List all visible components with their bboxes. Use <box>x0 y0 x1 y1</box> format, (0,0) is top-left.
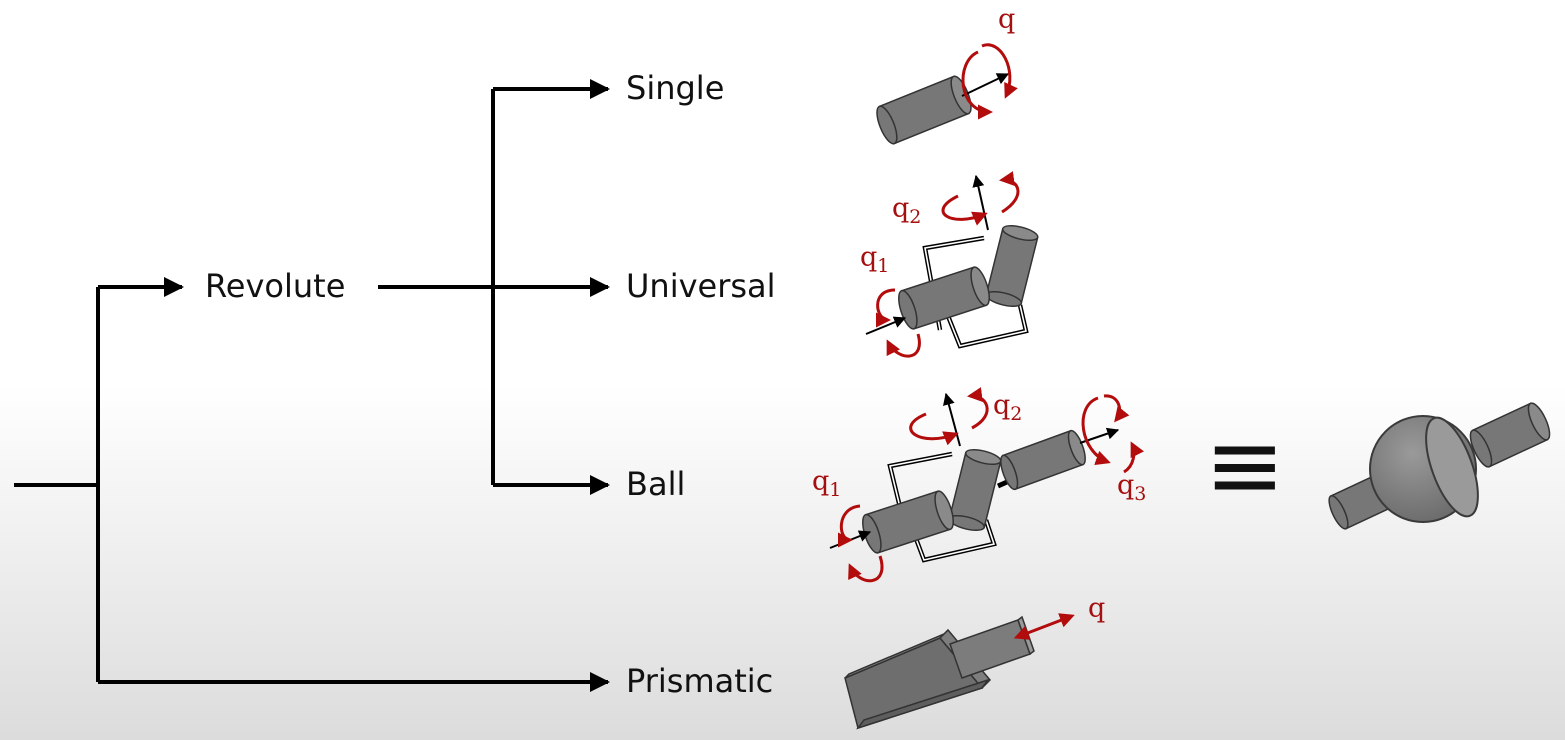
ball-q1-label: q1 <box>812 466 841 501</box>
universal-joint-illustration: q2 q1 <box>860 171 1039 358</box>
cylinder-icon <box>985 224 1039 308</box>
rotation-arrow-icon <box>875 288 896 328</box>
ball-q2-label: q2 <box>993 390 1022 425</box>
node-single: Single <box>626 69 724 107</box>
rotation-arrow-icon <box>1103 394 1130 423</box>
node-revolute: Revolute <box>205 267 345 305</box>
axis-arrow <box>972 174 989 231</box>
ball-socket-illustration <box>1328 402 1551 530</box>
universal-q1-label: q1 <box>860 242 889 277</box>
socket-ring <box>1425 416 1479 518</box>
node-universal: Universal <box>626 267 776 305</box>
ball-joint-decomposed-illustration: q2 q3 q1 <box>812 387 1146 583</box>
prismatic-q-label: q <box>1088 593 1105 624</box>
cylinder-icon <box>1469 402 1551 468</box>
universal-q2-label: q2 <box>892 193 921 228</box>
rotation-arrow-icon <box>981 43 1018 99</box>
ball-q3-label: q3 <box>1117 470 1146 505</box>
rotation-arrow-icon <box>967 387 989 430</box>
single-q-label: q <box>998 4 1015 35</box>
node-prismatic: Prismatic <box>626 662 773 700</box>
translation-arrow-icon <box>1013 613 1075 640</box>
axis-arrow <box>961 73 1010 97</box>
rotation-arrow-icon <box>961 50 993 120</box>
rotation-arrow-icon <box>941 194 988 226</box>
rotation-arrow-icon <box>886 333 921 358</box>
rotation-arrow-icon <box>837 504 861 548</box>
cylinder-icon <box>862 490 954 554</box>
cylinder-icon <box>948 448 1002 532</box>
rotation-arrow-icon <box>848 555 884 583</box>
prism-slider <box>949 619 1031 679</box>
cylinder-icon <box>876 75 972 145</box>
rotation-arrow-icon <box>999 171 1020 214</box>
rotation-arrow-icon <box>1123 441 1145 474</box>
prismatic-joint-illustration: q <box>844 593 1105 730</box>
rotation-arrow-icon <box>909 412 959 446</box>
cylinder-icon <box>898 266 990 330</box>
node-ball: Ball <box>626 465 685 503</box>
tree-connectors <box>14 79 610 692</box>
cylinder-icon <box>1000 429 1086 491</box>
single-joint-illustration: q <box>876 4 1018 145</box>
rotation-arrow-icon <box>1081 396 1111 466</box>
equivalence-symbol: ≡ <box>1205 409 1285 521</box>
axis-arrow <box>943 392 961 447</box>
